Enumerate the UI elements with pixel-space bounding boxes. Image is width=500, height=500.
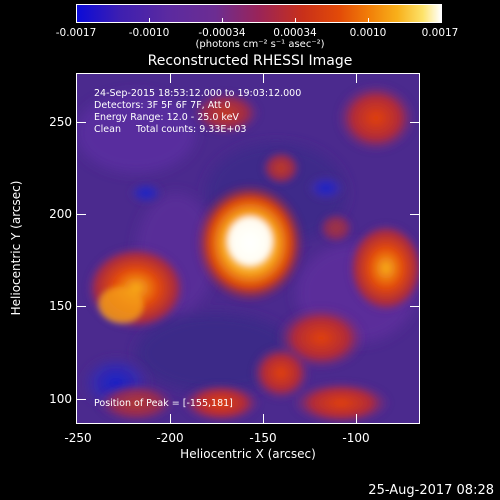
info-time: 24-Sep-2015 18:53:12.000 to 19:03:12.000	[94, 88, 302, 99]
colorbar-tick-label: -0.00034	[198, 27, 246, 39]
colorbar	[76, 4, 442, 23]
info-clean: Clean Total counts: 9.33E+03	[94, 124, 247, 135]
colorbar-tick-label: 0.00034	[273, 27, 317, 39]
colorbar-tick	[76, 18, 77, 23]
peak-position: Position of Peak = [-155,181]	[94, 398, 233, 409]
rhessi-image-graphic	[76, 73, 420, 424]
y-tick-label: 250	[49, 115, 72, 129]
x-tick	[76, 414, 77, 424]
x-tick	[356, 414, 357, 424]
y-tick	[76, 399, 86, 400]
x-tick-label: -250	[64, 431, 92, 445]
x-tick	[170, 414, 171, 424]
info-energy: Energy Range: 12.0 - 25.0 keV	[94, 112, 239, 123]
x-tick-label: -200	[156, 431, 184, 445]
x-tick	[263, 414, 264, 424]
y-axis-label: Heliocentric Y (arcsec)	[9, 180, 23, 316]
x-tick-label: -150	[249, 431, 277, 445]
colorbar-units: (photons cm⁻² s⁻¹ asec⁻²)	[195, 39, 325, 50]
y-tick-label: 150	[49, 299, 72, 313]
y-tick	[76, 214, 86, 215]
colorbar-tick-label: -0.0017	[55, 27, 97, 39]
rhessi-image	[76, 73, 420, 424]
y-tick-label: 100	[49, 392, 72, 406]
colorbar-tick-label: 0.0010	[349, 27, 387, 39]
y-tick	[76, 122, 86, 123]
colorbar-tick	[368, 18, 369, 23]
y-tick	[76, 306, 86, 307]
colorbar-tick	[440, 18, 441, 23]
x-axis-label: Heliocentric X (arcsec)	[180, 447, 316, 461]
info-detectors: Detectors: 3F 5F 6F 7F, Att 0	[94, 100, 231, 111]
colorbar-tick	[149, 18, 150, 23]
colorbar-tick	[295, 18, 296, 23]
x-tick-label: -100	[342, 431, 370, 445]
y-tick-label: 200	[49, 207, 72, 221]
date-stamp: 25-Aug-2017 08:28	[368, 483, 494, 498]
x-tick	[263, 73, 264, 83]
observation-info: 24-Sep-2015 18:53:12.000 to 19:03:12.000…	[94, 88, 301, 136]
image-title: Reconstructed RHESSI Image	[147, 53, 353, 69]
colorbar-tick	[222, 18, 223, 23]
x-tick	[356, 73, 357, 83]
colorbar-tick-label: -0.0010	[128, 27, 170, 39]
y-tick	[410, 306, 420, 307]
y-tick	[410, 214, 420, 215]
y-tick	[410, 122, 420, 123]
colorbar-tick-label: 0.0017	[421, 27, 459, 39]
x-tick	[170, 73, 171, 83]
